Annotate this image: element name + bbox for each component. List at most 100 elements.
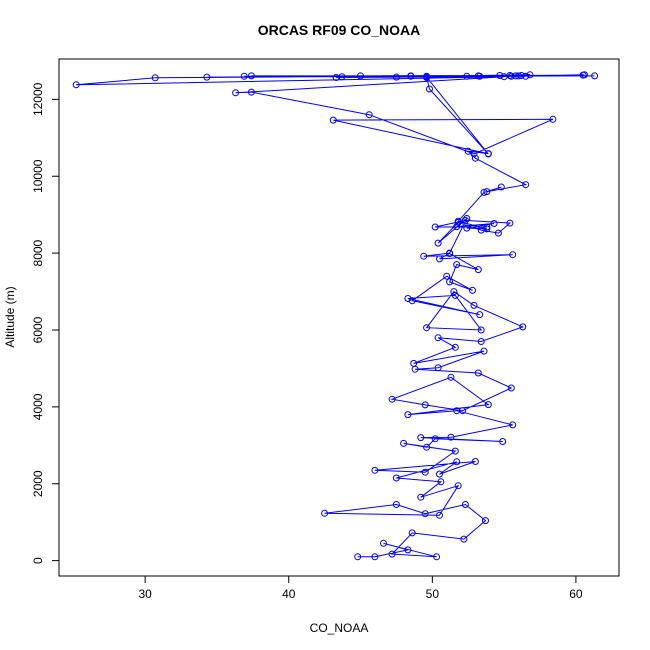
- data-point: [410, 359, 418, 367]
- data-point: [354, 553, 362, 561]
- y-tick-label: 8000: [31, 239, 45, 266]
- data-point: [494, 229, 502, 237]
- data-point: [247, 72, 255, 80]
- data-point: [247, 88, 255, 96]
- data-point: [581, 71, 588, 79]
- data-point: [446, 278, 454, 286]
- x-tick-label: 50: [426, 587, 440, 601]
- data-point: [408, 529, 416, 537]
- data-point: [443, 272, 451, 280]
- data-point: [420, 252, 428, 260]
- data-point: [463, 72, 471, 80]
- data-point: [480, 347, 488, 355]
- data-point: [509, 421, 517, 429]
- data-point: [470, 301, 478, 309]
- data-point: [451, 343, 459, 351]
- data-point: [471, 154, 479, 162]
- data-point: [151, 74, 159, 82]
- data-point: [436, 511, 443, 519]
- data-point: [357, 72, 364, 80]
- data-point: [426, 85, 433, 93]
- data-point: [453, 458, 461, 466]
- y-tick-label: 4000: [31, 393, 45, 420]
- data-point: [484, 150, 492, 158]
- data-point: [499, 438, 507, 445]
- data-point: [329, 116, 337, 124]
- data-point: [421, 468, 429, 476]
- y-axis: 0 2000 4000 6000 8000 10000 12000: [31, 82, 60, 564]
- data-point: [447, 373, 455, 381]
- data-point: [431, 435, 439, 443]
- data-point: [434, 239, 442, 247]
- data-point: [460, 535, 468, 543]
- data-point: [232, 89, 240, 97]
- data-point: [451, 291, 459, 299]
- data-point: [482, 517, 489, 525]
- plot-frame: [58, 58, 620, 577]
- data-point: [371, 553, 379, 561]
- data-point: [459, 407, 466, 415]
- data-point: [549, 115, 557, 123]
- data-point: [392, 501, 400, 508]
- data-point: [484, 401, 492, 409]
- data-point: [421, 510, 429, 518]
- data-point: [522, 72, 530, 80]
- data-point: [476, 72, 484, 80]
- data-point: [476, 311, 484, 319]
- series-layer: [72, 71, 599, 561]
- data-point: [365, 111, 373, 119]
- data-point: [463, 215, 471, 222]
- data-point: [417, 493, 425, 501]
- data-point: [392, 474, 400, 482]
- data-point: [490, 220, 498, 227]
- data-point: [483, 223, 491, 231]
- data-point: [591, 72, 599, 80]
- data-point: [507, 384, 515, 392]
- data-point: [477, 338, 485, 345]
- data-point: [469, 286, 476, 294]
- y-axis-label: Altitude (m): [3, 286, 17, 347]
- data-point: [371, 466, 379, 474]
- data-point: [507, 72, 515, 80]
- data-point: [512, 72, 520, 80]
- data-point: [451, 447, 459, 455]
- data-point: [454, 217, 462, 225]
- data-point: [388, 550, 396, 558]
- series-line: [76, 74, 595, 558]
- data-point: [407, 72, 415, 80]
- x-tick-label: 60: [569, 587, 583, 601]
- y-tick-label: 10000: [31, 159, 45, 193]
- data-point: [434, 334, 442, 342]
- data-point: [497, 183, 505, 191]
- data-point: [436, 470, 443, 478]
- data-point: [496, 72, 504, 79]
- data-point: [408, 297, 416, 305]
- y-tick-label: 12000: [31, 82, 45, 116]
- data-point: [480, 188, 488, 196]
- y-tick-label: 6000: [31, 316, 45, 343]
- data-point: [477, 326, 485, 334]
- data-point: [380, 539, 387, 547]
- data-point: [423, 72, 431, 80]
- data-point: [474, 266, 482, 274]
- data-point: [240, 72, 248, 80]
- data-point: [519, 323, 527, 331]
- data-point: [483, 225, 491, 233]
- data-point: [471, 458, 479, 465]
- data-point: [404, 411, 412, 419]
- data-point: [431, 223, 439, 231]
- data-point: [526, 71, 534, 79]
- data-point: [400, 439, 408, 447]
- data-point: [453, 261, 461, 269]
- data-point: [509, 251, 517, 259]
- data-point: [522, 181, 530, 189]
- data-point: [461, 501, 469, 508]
- data-point: [474, 369, 482, 377]
- data-point: [434, 364, 442, 372]
- data-point: [446, 249, 454, 257]
- data-point: [447, 433, 455, 441]
- data-point: [338, 73, 346, 81]
- chart-title: ORCAS RF09 CO_NOAA: [258, 22, 421, 38]
- data-point: [483, 188, 491, 196]
- data-point: [417, 434, 425, 442]
